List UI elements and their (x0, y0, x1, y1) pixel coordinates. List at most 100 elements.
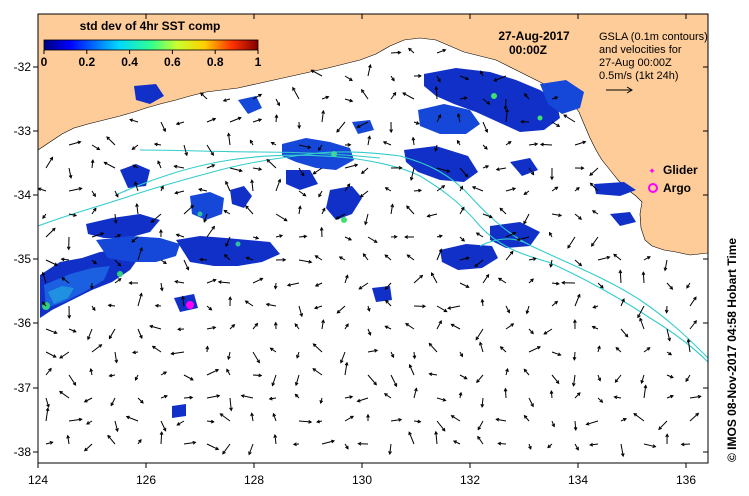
velocity-arrowhead (348, 77, 353, 81)
velocity-arrowhead (530, 171, 535, 176)
velocity-arrow (477, 436, 484, 445)
velocity-arrowhead (597, 345, 601, 350)
velocity-arrowhead (523, 93, 528, 97)
plot-frame (37, 13, 709, 464)
velocity-arrowhead (117, 234, 122, 238)
velocity-arrowhead (576, 392, 581, 396)
velocity-arrowhead (532, 257, 537, 261)
velocity-arrow (367, 374, 377, 385)
velocity-arrowhead (225, 243, 229, 248)
velocity-arrowhead (318, 147, 322, 152)
velocity-arrowhead (571, 382, 576, 387)
velocity-arrowhead (93, 260, 97, 265)
velocity-arrowhead (613, 395, 618, 400)
velocity-arrow (91, 144, 100, 150)
velocity-arrowhead (530, 330, 534, 335)
velocity-arrowhead (244, 300, 249, 304)
velocity-arrow (574, 294, 581, 307)
velocity-arrow (298, 235, 307, 238)
velocity-arrowhead (205, 345, 210, 350)
velocity-arrowhead (139, 334, 143, 339)
velocity-arrow (482, 213, 493, 218)
velocity-arrowhead (48, 367, 52, 372)
velocity-arrow (528, 143, 538, 146)
velocity-arrow (344, 415, 354, 422)
velocity-arrow (344, 362, 348, 376)
velocity-arrow (220, 413, 231, 422)
velocity-arrowhead (362, 253, 367, 257)
velocity-arrowhead (272, 412, 277, 417)
velocity-arrowhead (549, 263, 553, 268)
velocity-arrowhead (591, 210, 596, 214)
velocity-arrowhead (442, 48, 447, 53)
velocity-arrowhead (441, 427, 446, 432)
velocity-arrowhead (61, 277, 66, 281)
velocity-arrowhead (250, 179, 254, 184)
velocity-arrow (551, 121, 560, 127)
velocity-arrow (91, 232, 104, 238)
velocity-arrow (134, 182, 139, 192)
velocity-arrow (451, 415, 461, 422)
velocity-arrowhead (485, 165, 490, 169)
velocity-arrow (311, 69, 323, 77)
velocity-arrow (45, 351, 57, 358)
velocity-arrowhead (173, 164, 178, 169)
velocity-arrow (344, 236, 352, 241)
velocity-arrow (428, 343, 438, 353)
velocity-arrow (298, 144, 311, 149)
velocity-arrowhead (447, 306, 452, 310)
velocity-arrow (106, 136, 116, 146)
velocity-arrow (298, 420, 312, 423)
velocity-arrow (505, 305, 510, 313)
velocity-arrow (229, 117, 242, 123)
velocity-arrow (528, 397, 534, 407)
velocity-arrowhead (434, 85, 439, 90)
velocity-arrowhead (606, 255, 611, 260)
velocity-arrowhead (474, 263, 479, 268)
legend: ✦ Glider Argo (648, 163, 698, 195)
velocity-arrowhead (208, 306, 213, 311)
velocity-arrow (641, 374, 645, 384)
velocity-arrow (251, 180, 254, 192)
velocity-arrowhead (479, 341, 483, 346)
velocity-arrowhead (438, 320, 442, 324)
velocity-arrow (271, 374, 277, 386)
velocity-arrowhead (129, 118, 134, 123)
velocity-arrow (551, 374, 560, 384)
velocity-arrowhead (340, 359, 344, 364)
velocity-arrow (383, 141, 392, 146)
velocity-arrow (504, 388, 507, 399)
velocity-arrowhead (216, 394, 221, 398)
velocity-arrowhead (41, 301, 46, 306)
velocity-arrowhead (669, 374, 674, 379)
colorbar-tick-label: 0.4 (121, 55, 138, 69)
velocity-arrow (360, 190, 369, 198)
velocity-arrow (108, 328, 116, 339)
velocity-arrowhead (693, 320, 697, 324)
velocity-arrowhead (668, 351, 673, 356)
velocity-arrow (551, 301, 558, 307)
velocity-arrow (413, 420, 421, 423)
velocity-arrowhead (471, 186, 476, 190)
velocity-arrowhead (348, 237, 353, 241)
velocity-arrow (457, 113, 461, 123)
velocity-arrow (563, 114, 576, 123)
velocity-arrow (385, 187, 392, 192)
velocity-arrowhead (266, 158, 271, 163)
velocity-arrowhead (319, 399, 324, 405)
velocity-arrowhead (621, 298, 625, 303)
velocity-arrowhead (523, 414, 528, 419)
x-tick-label: 132 (460, 473, 480, 487)
velocity-arrowhead (456, 113, 461, 118)
velocity-arrow (505, 232, 516, 238)
velocity-arrowhead (321, 109, 325, 114)
velocity-arrow (183, 374, 194, 381)
velocity-arrowhead (160, 185, 164, 190)
velocity-arrowhead (66, 434, 70, 439)
velocity-arrow (573, 351, 576, 360)
velocity-arrow (550, 391, 553, 399)
velocity-arrowhead (282, 257, 287, 262)
legend-argo: Argo (663, 181, 691, 195)
velocity-arrow (367, 136, 371, 146)
velocity-arrowhead (422, 304, 427, 309)
